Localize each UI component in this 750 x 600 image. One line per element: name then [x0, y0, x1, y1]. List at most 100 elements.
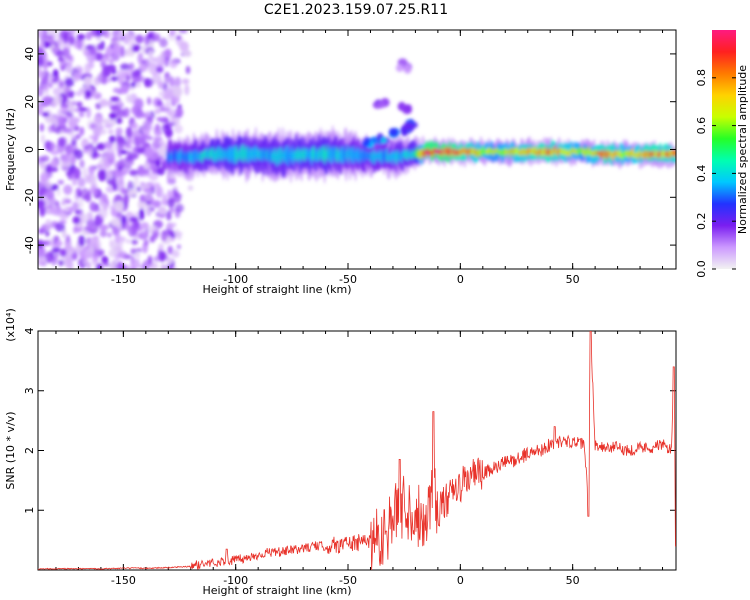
noise-speck: [114, 169, 120, 181]
noise-speck: [155, 158, 161, 168]
noise-speck: [144, 192, 153, 202]
noise-speck: [115, 127, 123, 136]
noise-speck: [110, 96, 120, 102]
noise-speck: [140, 222, 150, 230]
noise-speck: [144, 146, 154, 157]
noise-speck: [144, 58, 150, 68]
branch-mark: [376, 101, 386, 109]
noise-speck: [119, 150, 128, 155]
noise-speck: [104, 123, 113, 129]
noise-speck: [70, 154, 77, 165]
bottom-xtick-label: -150: [111, 574, 136, 587]
noise-speck: [40, 30, 47, 39]
top-xtick-label: -150: [111, 273, 136, 286]
noise-speck: [113, 245, 124, 252]
bottom-ytick-label: 1: [23, 507, 36, 514]
noise-speck: [105, 31, 111, 39]
noise-speck: [46, 171, 53, 178]
noise-speck: [146, 96, 152, 106]
noise-speck: [117, 30, 123, 40]
noise-speck: [79, 126, 85, 136]
noise-speck: [169, 207, 175, 213]
noise-speck: [125, 155, 134, 162]
noise-speck: [61, 153, 70, 162]
noise-speck: [57, 137, 67, 147]
noise-speck: [92, 134, 99, 142]
bottom-ytick-label: 4: [23, 328, 36, 335]
noise-speck: [158, 145, 169, 157]
noise-speck: [64, 77, 75, 88]
noise-speck: [130, 81, 136, 88]
branch-mark: [398, 102, 406, 110]
bottom-xtick-label: -50: [339, 574, 357, 587]
noise-speck: [154, 33, 161, 42]
noise-speck: [74, 210, 81, 215]
noise-speck: [157, 250, 167, 261]
noise-speck: [63, 127, 73, 134]
noise-speck: [99, 229, 108, 238]
noise-speck: [179, 41, 189, 52]
noise-speck: [123, 194, 130, 205]
noise-speck: [44, 180, 53, 190]
noise-speck: [108, 135, 116, 144]
noise-speck: [86, 261, 92, 269]
noise-speck: [128, 62, 135, 71]
noise-speck: [154, 131, 163, 136]
noise-speck: [48, 82, 53, 89]
noise-speck: [96, 43, 102, 51]
noise-speck: [142, 120, 151, 127]
noise-speck: [144, 78, 154, 88]
spectrogram-blobs: [38, 30, 676, 269]
noise-speck: [125, 239, 131, 244]
noise-speck: [178, 30, 188, 34]
spectrogram-panel: -150 -100 -50 0 50 -40 -20 0 20 40 Height of strai…: [4, 29, 677, 296]
bottom-ytick-label: 2: [23, 447, 36, 454]
noise-speck: [126, 94, 132, 103]
noise-speck: [78, 107, 88, 112]
noise-speck: [50, 167, 59, 172]
noise-speck: [151, 166, 157, 174]
noise-speck: [45, 164, 54, 174]
noise-speck: [151, 57, 158, 63]
noise-speck: [102, 118, 111, 125]
colorbar-tick-label: 0.8: [695, 69, 708, 87]
noise-speck: [45, 35, 51, 40]
noise-speck: [55, 125, 61, 135]
noise-speck: [133, 175, 139, 188]
noise-speck: [73, 42, 79, 49]
noise-speck: [125, 164, 132, 170]
ridge-mark: [672, 148, 676, 158]
noise-speck: [48, 74, 54, 81]
top-xtick-label: -50: [339, 273, 357, 286]
colorbar-tick-label: 0.0: [695, 260, 708, 278]
bottom-xtick-label: 0: [457, 574, 464, 587]
noise-speck: [85, 89, 92, 99]
colorbar-label: Normalized spectral amplitude: [736, 65, 749, 234]
top-ytick-label: 20: [23, 95, 36, 109]
noise-speck: [123, 37, 131, 46]
top-ytick-label: -20: [23, 188, 36, 206]
noise-speck: [169, 30, 177, 36]
noise-speck: [166, 257, 174, 265]
bottom-ylabel: SNR (10 * v/v): [4, 411, 17, 489]
noise-speck: [44, 76, 50, 87]
noise-speck: [151, 140, 162, 150]
noise-speck: [99, 98, 109, 107]
noise-speck: [125, 126, 133, 138]
noise-speck: [74, 134, 81, 140]
noise-speck: [48, 238, 54, 245]
noise-speck: [77, 177, 86, 188]
noise-speck: [121, 187, 126, 195]
noise-speck: [72, 226, 78, 234]
noise-speck: [185, 65, 191, 75]
noise-speck: [65, 86, 70, 94]
noise-speck: [57, 108, 62, 120]
noise-speck: [165, 228, 172, 237]
noise-speck: [57, 179, 65, 185]
noise-speck: [147, 255, 153, 266]
top-xtick-label: -100: [223, 273, 248, 286]
branch-mark: [380, 137, 388, 144]
noise-speck: [76, 33, 86, 41]
bottom-frame: [37, 330, 677, 571]
noise-speck: [117, 147, 122, 158]
